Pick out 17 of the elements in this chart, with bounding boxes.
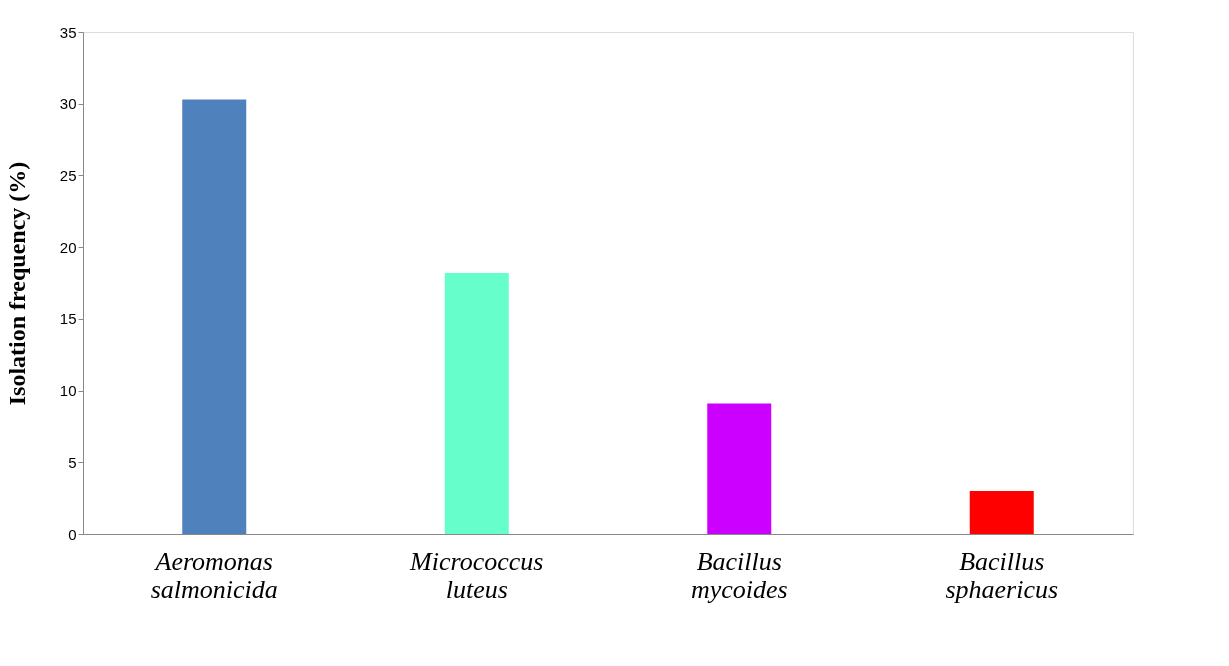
y-tick-label: 5 — [68, 453, 77, 471]
y-tick-label: 15 — [59, 310, 77, 328]
bar — [969, 490, 1034, 534]
y-tick-label: 25 — [59, 166, 77, 184]
bar — [444, 272, 509, 534]
x-tick-label: Aeromonas salmonicida — [150, 546, 278, 604]
y-tick-label: 20 — [59, 238, 77, 256]
x-tick-label: Bacillus mycoides — [690, 546, 788, 604]
y-tick-label: 10 — [59, 382, 77, 400]
y-axis-title: Isolation frequency (%) — [3, 161, 30, 406]
y-tick-label: 35 — [59, 23, 77, 41]
x-tick-label: Micrococcus luteus — [409, 546, 544, 604]
bar — [182, 99, 247, 534]
x-tick-label: Bacillus sphaericus — [945, 546, 1059, 604]
bar — [707, 403, 772, 534]
y-tick-label: 0 — [68, 525, 77, 543]
y-tick-label: 30 — [59, 95, 77, 113]
